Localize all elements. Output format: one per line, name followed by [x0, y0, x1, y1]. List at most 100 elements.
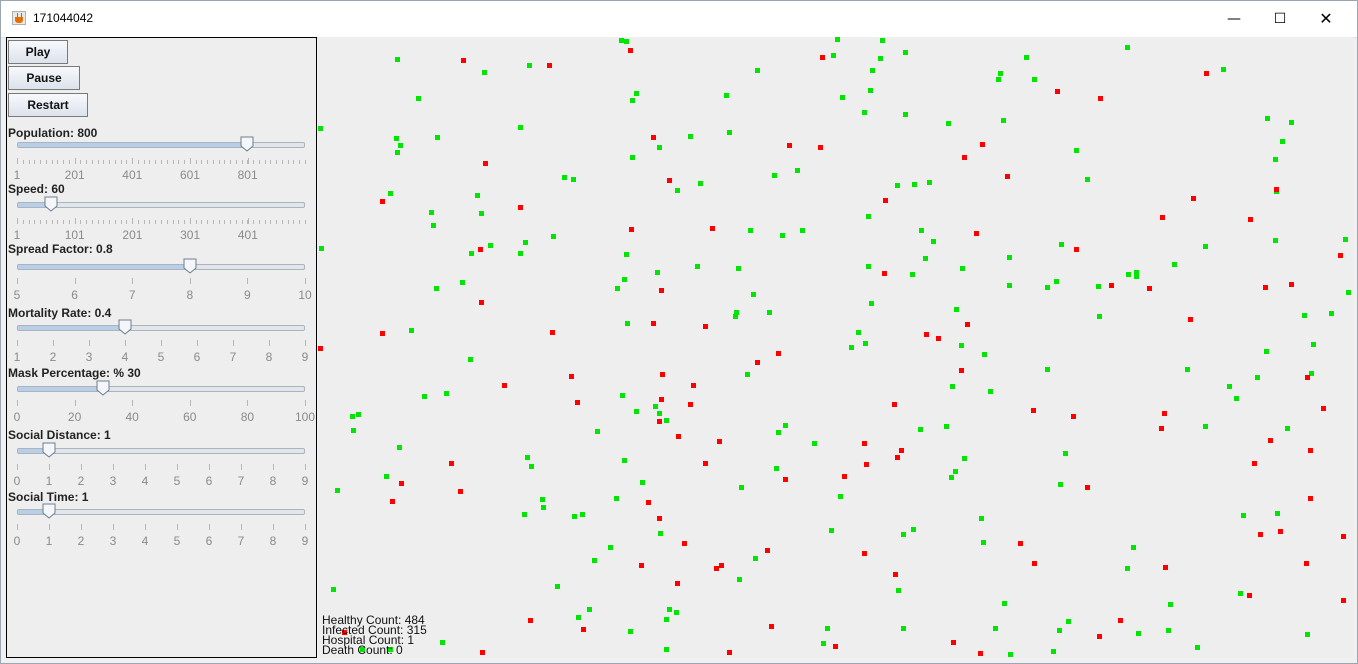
healthy-dot: [1280, 139, 1285, 144]
minimize-button[interactable]: —: [1227, 11, 1241, 27]
slider-track-population[interactable]: [17, 142, 305, 148]
healthy-dot: [1195, 645, 1200, 650]
close-button[interactable]: ✕: [1319, 9, 1333, 28]
restart-button[interactable]: Restart: [8, 93, 88, 117]
healthy-dot: [745, 372, 750, 377]
slider-thumb-spread[interactable]: [183, 258, 197, 274]
healthy-dot: [622, 458, 627, 463]
healthy-dot: [634, 409, 639, 414]
infected-dot: [1031, 408, 1036, 413]
healthy-dot: [734, 310, 739, 315]
healthy-dot: [812, 441, 817, 446]
slider-tick-label: 10: [298, 288, 312, 302]
infected-dot: [962, 155, 967, 160]
slider-tick-label: 401: [122, 168, 143, 182]
slider-tick-label: 20: [67, 410, 82, 424]
healthy-dot: [409, 328, 414, 333]
infected-dot: [1055, 89, 1060, 94]
infected-dot: [675, 581, 680, 586]
healthy-dot: [620, 393, 625, 398]
healthy-dot: [1305, 632, 1310, 637]
healthy-dot: [1221, 67, 1226, 72]
slider-tick-label: 6: [193, 350, 201, 364]
slider-fill-speed: [18, 203, 52, 207]
slider-thumb-distance[interactable]: [42, 442, 56, 458]
title-bar[interactable]: 171044042 — ☐ ✕: [1, 1, 1357, 38]
healthy-dot: [541, 505, 546, 510]
healthy-dot: [580, 512, 585, 517]
healthy-dot: [783, 423, 788, 428]
infected-dot: [892, 402, 897, 407]
infected-dot: [1341, 598, 1346, 603]
slider-tick-label: 0: [13, 534, 21, 548]
pause-button[interactable]: Pause: [8, 66, 80, 90]
slider-label-spread: Spread Factor: 0.8: [8, 242, 113, 256]
healthy-dot: [416, 96, 421, 101]
healthy-dot: [429, 210, 434, 215]
slider-ticks-spread: [17, 278, 306, 284]
infected-dot: [787, 143, 792, 148]
infected-dot: [458, 489, 463, 494]
slider-tick-label: 5: [173, 534, 181, 548]
infected-dot: [575, 400, 580, 405]
infected-dot: [1074, 247, 1079, 252]
infected-dot: [1341, 534, 1346, 539]
healthy-dot: [849, 345, 854, 350]
healthy-dot: [727, 130, 732, 135]
infected-dot: [883, 198, 888, 203]
slider-ticks-population: [17, 158, 306, 164]
healthy-dot: [862, 110, 867, 115]
slider-thumb-time[interactable]: [42, 503, 56, 519]
healthy-dot: [388, 191, 393, 196]
healthy-dot: [630, 98, 635, 103]
healthy-dot: [910, 272, 915, 277]
slider-thumb-mortality[interactable]: [118, 319, 132, 335]
healthy-dot: [755, 68, 760, 73]
healthy-dot: [736, 266, 741, 271]
infected-dot: [659, 288, 664, 293]
healthy-dot: [431, 223, 436, 228]
healthy-dot: [919, 228, 924, 233]
healthy-dot: [724, 93, 729, 98]
healthy-dot: [1096, 284, 1101, 289]
healthy-dot: [1085, 177, 1090, 182]
healthy-dot: [795, 168, 800, 173]
slider-tick-label: 4: [121, 350, 129, 364]
infected-dot: [1163, 565, 1168, 570]
healthy-dot: [619, 38, 624, 43]
infected-dot: [1005, 174, 1010, 179]
slider-tick-label: 9: [244, 288, 251, 302]
healthy-dot: [469, 251, 474, 256]
healthy-dot: [1265, 116, 1270, 121]
infected-dot: [978, 651, 983, 656]
healthy-dot: [525, 455, 530, 460]
slider-track-mask[interactable]: [17, 386, 305, 392]
slider-track-speed[interactable]: [17, 202, 305, 208]
healthy-dot: [614, 496, 619, 501]
hospital-count: Hospital Count: 1: [322, 633, 415, 647]
slider-track-mortality[interactable]: [17, 325, 305, 331]
healthy-dot: [522, 512, 527, 517]
slider-track-distance[interactable]: [17, 448, 305, 454]
slider-thumb-mask[interactable]: [96, 380, 110, 396]
slider-track-spread[interactable]: [17, 264, 305, 270]
slider-thumb-population[interactable]: [240, 136, 254, 152]
maximize-button[interactable]: ☐: [1273, 11, 1287, 27]
play-button[interactable]: Play: [8, 40, 68, 64]
healthy-dot: [946, 121, 951, 126]
healthy-dot: [1125, 45, 1130, 50]
healthy-dot: [950, 384, 955, 389]
healthy-dot: [878, 56, 883, 61]
infected-dot: [1263, 285, 1268, 290]
slider-tick-label: 5: [13, 288, 21, 302]
infected-dot: [518, 205, 523, 210]
infected-dot: [1159, 426, 1164, 431]
infected-dot: [1304, 561, 1309, 566]
healthy-dot: [1255, 375, 1260, 380]
slider-thumb-speed[interactable]: [44, 196, 58, 212]
healthy-dot: [866, 214, 871, 219]
healthy-dot: [488, 243, 493, 248]
window-title: 171044042: [33, 11, 94, 25]
infected-dot: [776, 351, 781, 356]
slider-track-time[interactable]: [17, 509, 305, 515]
